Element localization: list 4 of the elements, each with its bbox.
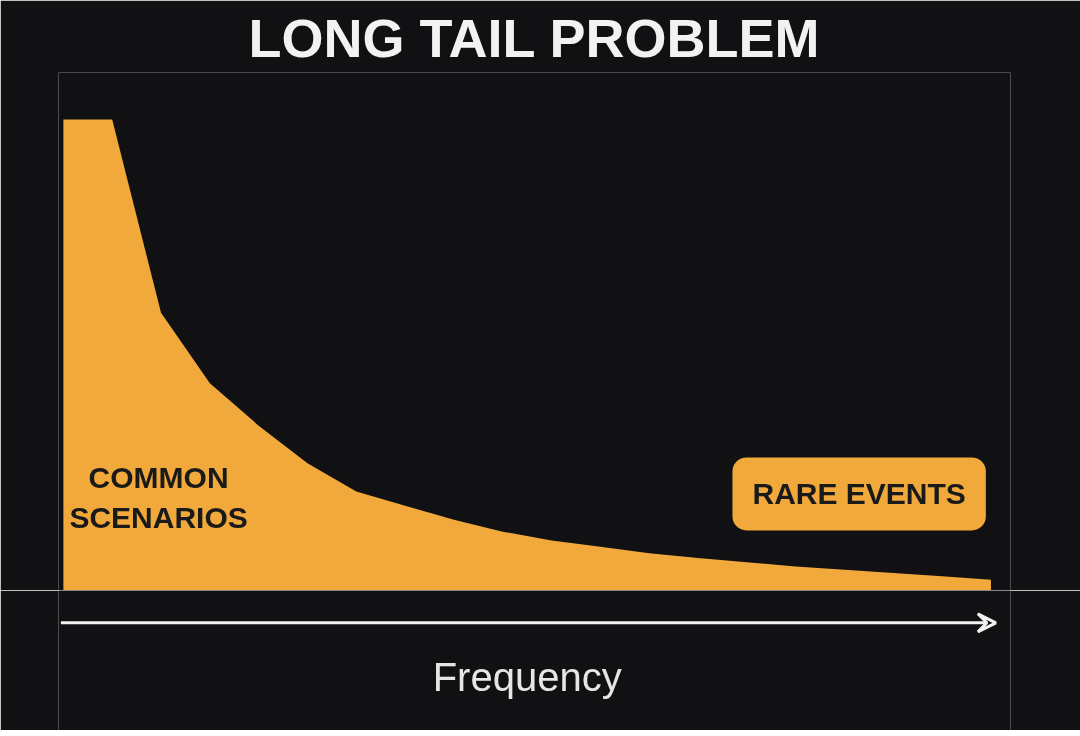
chart-title: LONG TAIL PROBLEM bbox=[248, 7, 820, 68]
x-axis-title: Frequency bbox=[432, 655, 622, 700]
annotation: RARE EVENTS bbox=[752, 477, 966, 511]
annotation: COMMON SCENARIOS bbox=[69, 461, 248, 534]
